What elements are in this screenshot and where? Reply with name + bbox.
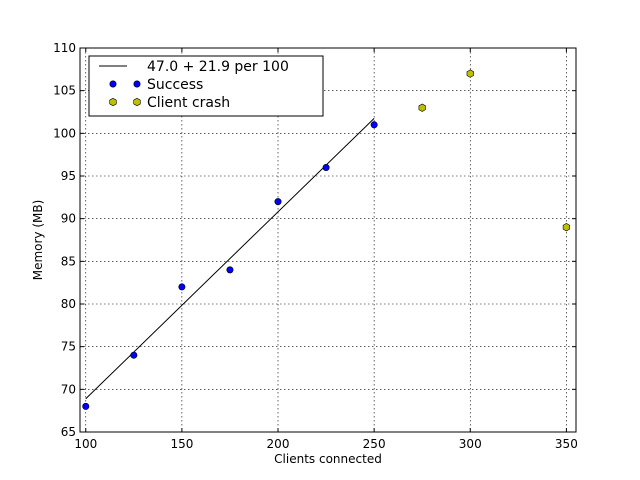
x-tick-label: 350 xyxy=(555,437,578,451)
success-point xyxy=(82,402,90,410)
success-point xyxy=(274,198,282,206)
y-tick-label: 95 xyxy=(61,169,76,183)
y-tick-label: 90 xyxy=(61,212,76,226)
y-axis-title: Memory (MB) xyxy=(31,200,45,281)
x-tick-label: 200 xyxy=(267,437,290,451)
legend-crash-swatch xyxy=(133,97,141,107)
legend-crash-swatch xyxy=(109,97,117,107)
success-point xyxy=(130,351,138,359)
success-point xyxy=(370,121,378,129)
x-tick-label: 300 xyxy=(459,437,482,451)
axis-ticks: 100 150 200 250 300 350 65 70 75 80 85 90 95 100 105 11… xyxy=(53,41,578,451)
legend-label: 47.0 + 21.9 per 100 xyxy=(147,59,289,75)
x-tick-label: 150 xyxy=(170,437,193,451)
fit-line xyxy=(85,118,375,400)
y-tick-label: 85 xyxy=(61,254,76,268)
plot-frame xyxy=(79,47,577,433)
y-tick-label: 105 xyxy=(53,84,76,98)
y-tick-label: 100 xyxy=(53,126,76,140)
x-axis-title: Clients connected xyxy=(274,452,382,466)
legend-label: Success xyxy=(147,77,203,93)
legend-success-swatch xyxy=(133,80,141,88)
y-tick-label: 70 xyxy=(61,382,76,396)
crash-point xyxy=(466,69,474,78)
plot-series xyxy=(82,69,570,410)
x-tick-label: 100 xyxy=(74,437,97,451)
legend: 47.0 + 21.9 per 100 Success Client crash xyxy=(88,55,324,117)
success-point xyxy=(226,266,234,274)
x-tick-label: 250 xyxy=(363,437,386,451)
success-point xyxy=(322,163,330,171)
y-tick-label: 75 xyxy=(61,340,76,354)
crash-point xyxy=(418,103,426,112)
y-tick-label: 65 xyxy=(61,425,76,439)
success-point xyxy=(178,283,186,291)
y-tick-label: 110 xyxy=(53,41,76,55)
legend-label: Client crash xyxy=(147,95,230,111)
legend-box xyxy=(88,55,324,117)
y-tick-label: 80 xyxy=(61,297,76,311)
legend-success-swatch xyxy=(109,80,117,88)
crash-point xyxy=(562,223,570,232)
